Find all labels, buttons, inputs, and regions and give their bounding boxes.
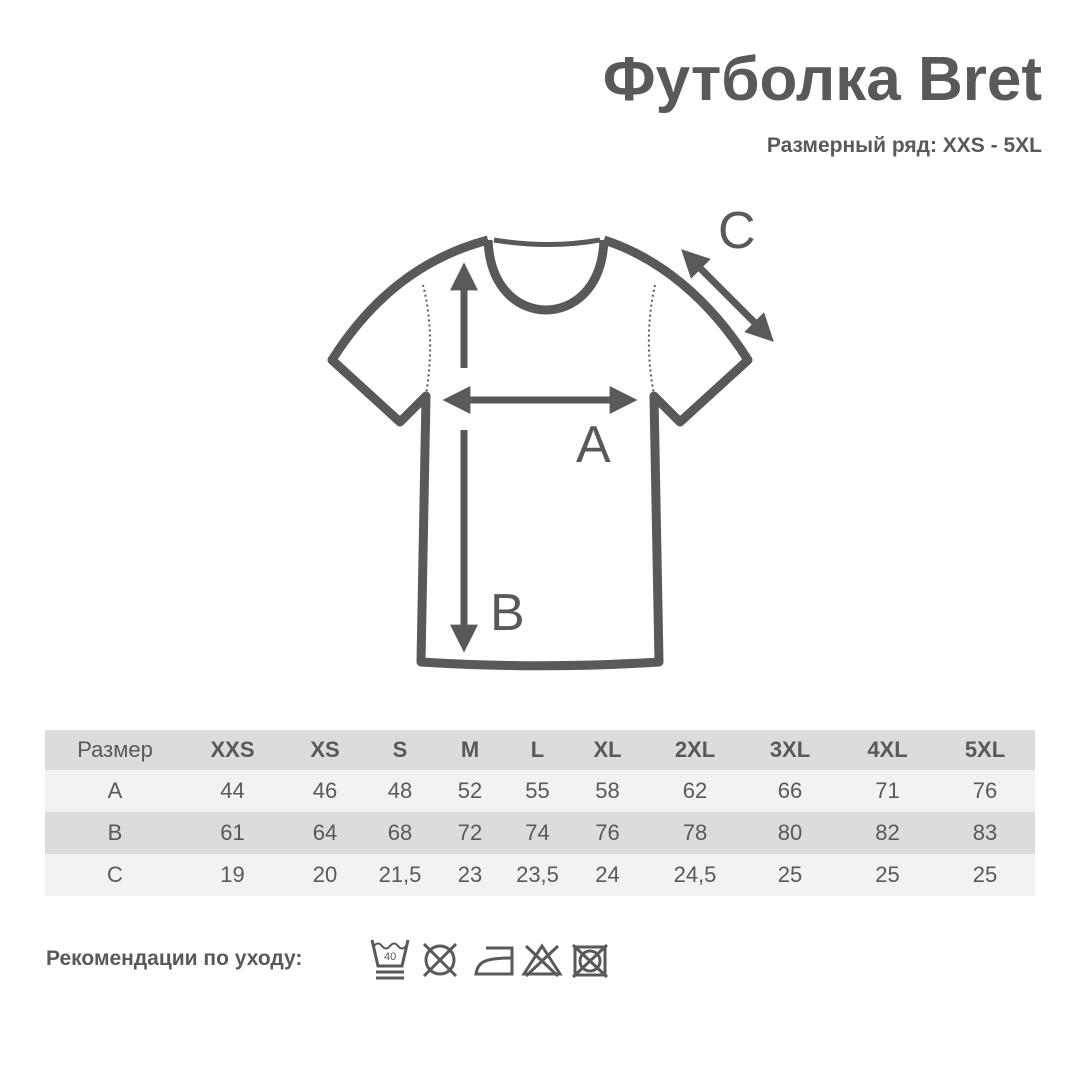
column-header: 5XL xyxy=(964,737,1006,762)
column-header: XXS xyxy=(210,737,255,762)
sleeve-seams xyxy=(422,284,656,395)
tshirt-diagram: A B C xyxy=(327,202,774,671)
column-header: 4XL xyxy=(867,737,908,762)
wash-40-icon xyxy=(370,939,410,980)
table-cell: 74 xyxy=(525,820,550,845)
table-cell: 61 xyxy=(220,820,245,845)
column-header: XS xyxy=(310,737,340,762)
table-cell: 20 xyxy=(312,862,338,887)
tshirt-outline xyxy=(327,235,753,671)
table-cell: 66 xyxy=(777,778,803,803)
table-cell: 48 xyxy=(387,778,413,803)
size-table: Размер XXS XS S M L XL 2XL 3XL 4XL 5XL A 44 46 48 52 55… xyxy=(45,730,1035,896)
iron-low-icon xyxy=(474,946,514,976)
table-cell: 21,5 xyxy=(378,862,422,887)
row-label: B xyxy=(107,820,123,845)
table-cell: 24,5 xyxy=(673,862,717,887)
page-title: Футболка Bret xyxy=(602,45,1042,114)
table-cell: 72 xyxy=(457,820,483,845)
table-cell: 25 xyxy=(972,862,998,887)
table-cell: 52 xyxy=(457,778,483,803)
column-header: 3XL xyxy=(769,737,811,762)
table-cell: 25 xyxy=(875,862,900,887)
no-dry-clean-icon xyxy=(571,943,609,979)
table-cell: 76 xyxy=(972,778,998,803)
column-header: L xyxy=(530,737,545,762)
wash-temp: 40 xyxy=(384,951,396,963)
table-cell: 25 xyxy=(777,862,803,887)
row-label: A xyxy=(107,778,123,803)
row-label: C xyxy=(107,862,123,887)
table-cell: 58 xyxy=(595,778,620,803)
care-icons: 40 xyxy=(370,939,609,980)
label-c: C xyxy=(718,202,756,260)
column-header: 2XL xyxy=(674,737,716,762)
label-a: A xyxy=(576,416,611,474)
table-cell: 76 xyxy=(595,820,620,845)
table-cell: 23 xyxy=(457,862,483,887)
size-range: Размерный ряд: XXS - 5XL xyxy=(766,134,1042,157)
care-label: Рекомендации по уходу: xyxy=(46,947,303,970)
table-cell: 71 xyxy=(875,778,900,803)
table-cell: 46 xyxy=(312,778,338,803)
table-cell: 78 xyxy=(682,820,708,845)
table-row: A 44 46 48 52 55 58 62 66 71 76 xyxy=(45,770,1035,812)
table-cell: 82 xyxy=(875,820,900,845)
column-header: Размер xyxy=(77,737,153,762)
table-cell: 80 xyxy=(777,820,803,845)
arrow-c xyxy=(681,249,774,342)
table-cell: 62 xyxy=(682,778,708,803)
label-b: B xyxy=(490,584,525,642)
table-cell: 68 xyxy=(387,820,413,845)
table-row: C 19 20 21,5 23 23,5 24 24,5 25 25 25 xyxy=(45,854,1035,896)
table-row: B 61 64 68 72 74 76 78 80 82 83 xyxy=(45,812,1035,854)
table-cell: 64 xyxy=(312,820,338,845)
table-cell: 19 xyxy=(220,862,245,887)
table-cell: 44 xyxy=(220,778,245,803)
column-header: XL xyxy=(593,737,622,762)
column-header: S xyxy=(392,737,408,762)
table-cell: 23,5 xyxy=(516,862,559,887)
column-header: M xyxy=(460,737,480,762)
measure-arrows xyxy=(442,249,774,653)
table-cell: 24 xyxy=(595,862,620,887)
table-cell: 55 xyxy=(525,778,550,803)
table-cell: 83 xyxy=(972,820,998,845)
no-tumble-dry-icon xyxy=(422,942,458,978)
no-bleach-icon xyxy=(521,943,563,978)
table-header: Размер XXS XS S M L XL 2XL 3XL 4XL 5XL xyxy=(45,730,1035,770)
